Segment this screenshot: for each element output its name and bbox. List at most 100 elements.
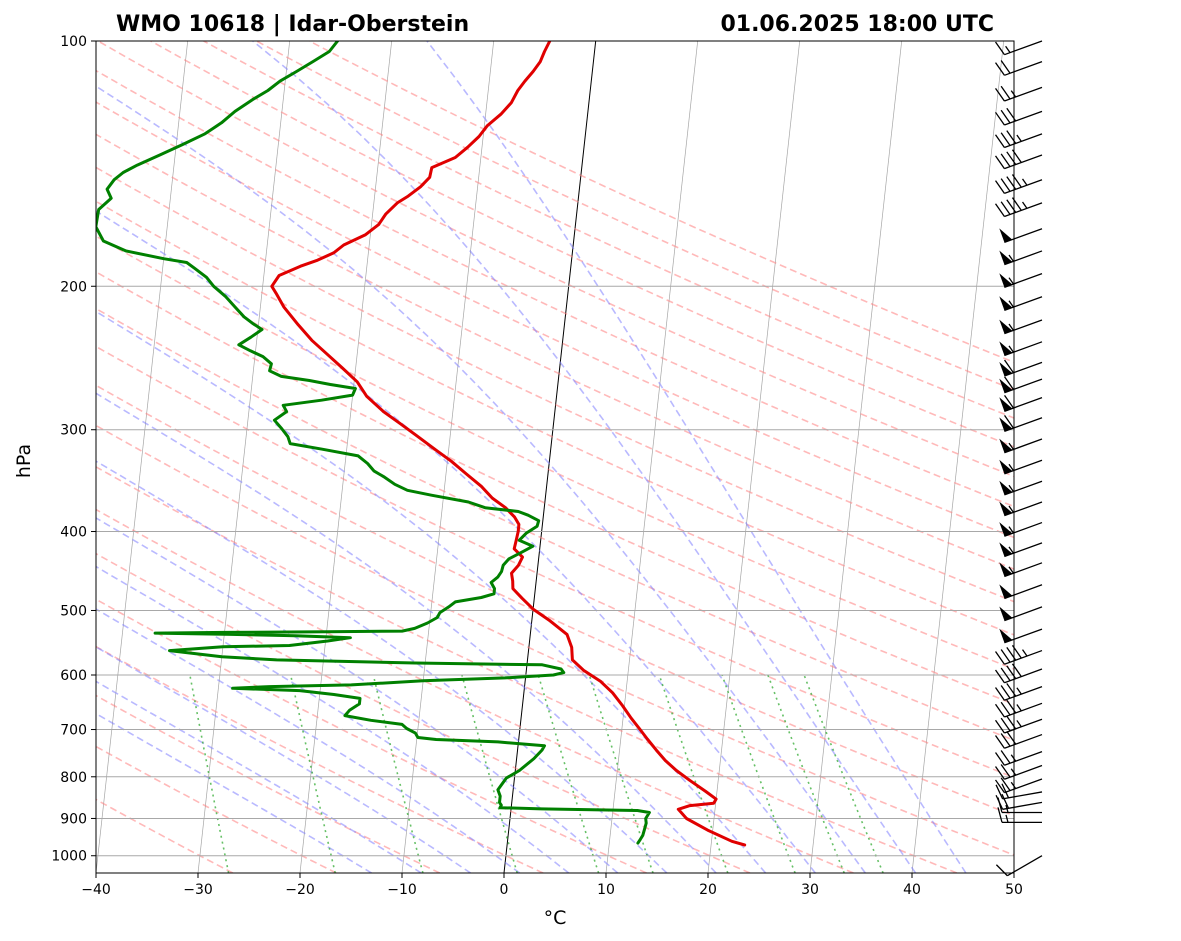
wind-barb-flag xyxy=(999,606,1013,621)
wind-barb-half xyxy=(1016,720,1022,728)
moist-adiabat xyxy=(96,392,717,873)
moist-adiabat xyxy=(96,310,767,873)
wind-barb-half xyxy=(1008,526,1014,534)
wind-barb-half xyxy=(1008,345,1014,353)
moist-adiabat xyxy=(426,41,967,873)
dry-adiabat xyxy=(96,552,751,873)
wind-barb-full xyxy=(1011,197,1022,211)
wind-barb-staff xyxy=(1004,341,1043,357)
wind-barb-full xyxy=(1000,649,1011,663)
wind-barb-staff xyxy=(1004,296,1043,312)
wind-barb-staff xyxy=(1004,542,1043,558)
dry-adiabat xyxy=(96,798,234,873)
wind-barb-staff xyxy=(1002,791,1043,800)
wind-barb-full xyxy=(1000,109,1011,124)
wind-barb-half xyxy=(1008,566,1014,574)
wind-barb xyxy=(994,750,1043,766)
wind-barb-staff xyxy=(1004,86,1043,102)
dry-adiabat xyxy=(96,424,1014,856)
wind-barb-full xyxy=(994,41,1005,56)
wind-barb xyxy=(999,501,1043,517)
wind-barb-full xyxy=(1006,199,1017,213)
wind-barb-full xyxy=(994,766,1005,780)
wind-barb-full xyxy=(1000,777,1011,791)
wind-barb-staff xyxy=(1004,685,1043,701)
mixing-ratio-line xyxy=(461,674,518,873)
wind-barb-full xyxy=(1000,178,1011,192)
wind-barb-full xyxy=(1011,645,1022,659)
wind-barb-full xyxy=(1006,665,1017,679)
isotherm-line xyxy=(96,41,189,873)
x-tick-label: −40 xyxy=(81,882,111,898)
mixing-ratio-line xyxy=(289,674,336,873)
x-axis-ticks: −40 −30 −20 −10 0 10 20 30 40 50 xyxy=(81,873,1023,898)
wind-barb-full xyxy=(994,62,1005,76)
wind-barb-full xyxy=(994,735,1005,749)
mixing-ratio-line xyxy=(372,674,424,873)
wind-barb-full xyxy=(1006,715,1017,730)
wind-barb-full xyxy=(1006,647,1017,661)
wind-barb xyxy=(994,85,1043,102)
y-tick-label: 200 xyxy=(60,279,87,295)
dry-adiabat xyxy=(256,41,1014,391)
wind-barb-flag xyxy=(999,438,1013,453)
wind-barb-staff xyxy=(1004,250,1043,266)
wind-barb-flag xyxy=(999,584,1013,599)
wind-barb xyxy=(997,797,1042,814)
wind-barb-full xyxy=(994,155,1005,170)
wind-barb-full xyxy=(1004,415,1014,429)
wind-barb-full xyxy=(995,784,1004,800)
wind-barb-full xyxy=(1004,394,1014,409)
wind-barb-full xyxy=(1000,85,1011,100)
wind-barb-staff xyxy=(1002,801,1043,810)
y-tick-label: 500 xyxy=(60,603,87,619)
wind-barb-staff xyxy=(1004,133,1043,149)
wind-barb-staff xyxy=(1004,202,1043,218)
wind-barb xyxy=(999,394,1043,412)
wind-barb xyxy=(994,645,1043,665)
dry-adiabat xyxy=(96,345,1014,779)
wind-barb-staff xyxy=(1004,319,1043,335)
x-tick-label: 40 xyxy=(903,882,921,898)
wind-barb-half xyxy=(1005,45,1011,54)
wind-barb xyxy=(994,60,1043,76)
dry-adiabat xyxy=(96,69,1014,508)
wind-barbs xyxy=(994,40,1043,877)
wind-barb-full xyxy=(994,687,1005,701)
moist-adiabat xyxy=(96,210,816,873)
wind-barb-full xyxy=(994,134,1005,148)
chart-title-station: WMO 10618 | Idar-Oberstein xyxy=(116,12,469,37)
y-tick-label: 700 xyxy=(60,723,87,739)
dry-adiabat xyxy=(96,745,337,873)
wind-barb-flag xyxy=(999,341,1013,356)
dry-adiabat xyxy=(96,508,854,873)
mixing-ratio-line xyxy=(803,674,884,873)
wind-barb-staff xyxy=(1004,606,1043,622)
wind-barb xyxy=(999,273,1043,288)
wind-barb-full xyxy=(994,752,1005,766)
moist-adiabat xyxy=(96,517,619,873)
wind-barb-staff xyxy=(1004,668,1043,684)
wind-barb-staff xyxy=(1004,702,1043,718)
wind-barb-half xyxy=(1005,814,1009,823)
dry-adiabat xyxy=(96,133,1014,570)
wind-barb-flag xyxy=(999,501,1013,516)
wind-barb-full xyxy=(994,651,1005,665)
dry-adiabat xyxy=(96,465,958,873)
wind-barb-full xyxy=(994,779,1005,794)
dry-adiabat xyxy=(97,41,1014,478)
dry-adiabat xyxy=(96,271,1014,706)
wind-barb xyxy=(999,250,1043,266)
wind-barb-staff xyxy=(1004,649,1043,665)
plot-frame xyxy=(95,40,1015,874)
wind-barb-half xyxy=(1021,178,1028,186)
profile-lines xyxy=(96,41,747,847)
wind-barb xyxy=(999,562,1043,578)
wind-barb xyxy=(994,731,1043,749)
wind-barb-half xyxy=(1008,546,1014,554)
wind-barb xyxy=(999,480,1043,496)
wind-barb-staff xyxy=(1004,750,1043,766)
wind-barb-flag xyxy=(999,522,1013,537)
wind-barb-half xyxy=(1008,442,1014,450)
wind-barb-flag xyxy=(999,459,1013,474)
